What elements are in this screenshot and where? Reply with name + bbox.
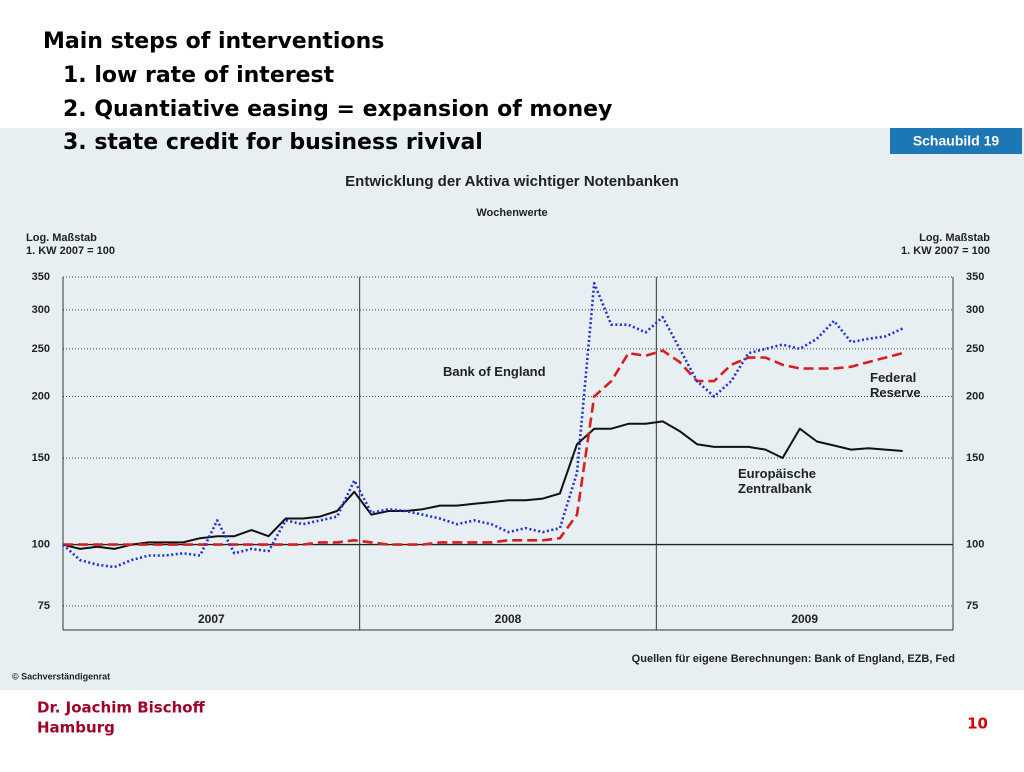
- y2-tick-label: 300: [966, 304, 984, 316]
- series-label: Europäische Zentralbank: [738, 466, 817, 496]
- series-line: [62, 420, 903, 550]
- x-tick-label: 2007: [198, 612, 225, 626]
- y2-tick-label: 250: [966, 343, 984, 355]
- footer: Hamburg: [37, 719, 115, 737]
- y2-label: Log. Maßstab: [919, 232, 990, 244]
- chart-subtitle: Wochenwerte: [476, 207, 547, 219]
- y-tick-label: 350: [32, 271, 50, 283]
- series-label-box: Europäische Zentralbank: [738, 466, 817, 496]
- y2-label: 1. KW 2007 = 100: [901, 245, 990, 257]
- series-label-box: Federal Reserve: [870, 370, 921, 400]
- y-label: Log. Maßstab: [26, 232, 97, 244]
- copyright: © Sachverständigenrat: [12, 671, 110, 681]
- x-tick-label: 2009: [791, 612, 818, 626]
- y-tick-label: 250: [32, 343, 50, 355]
- y-tick-label: 200: [32, 390, 50, 402]
- y2-tick-label: 150: [966, 452, 984, 464]
- series-label-box: Bank of England: [443, 364, 546, 379]
- page-number: 10: [967, 715, 988, 733]
- source: Quellen für eigene Berechnungen: Bank of…: [632, 653, 955, 665]
- item: 1. low rate of interest: [63, 63, 335, 88]
- y-label: 1. KW 2007 = 100: [26, 245, 115, 257]
- chart-title: Entwicklung der Aktiva wichtiger Notenba…: [345, 173, 679, 190]
- heading: Main steps of interventions: [43, 29, 384, 54]
- series-label: Federal Reserve: [870, 370, 921, 400]
- y2-tick-label: 100: [966, 538, 984, 550]
- y-tick-label: 75: [38, 600, 50, 612]
- x-tick-label: 2008: [495, 612, 522, 626]
- y-tick-label: 100: [32, 538, 50, 550]
- series-label: Bank of England: [443, 364, 546, 379]
- badge: Schaubild 19: [913, 133, 1000, 149]
- y-tick-label: 300: [32, 304, 50, 316]
- series-line: [62, 281, 904, 569]
- y2-tick-label: 75: [966, 600, 978, 612]
- y2-tick-label: 200: [966, 390, 984, 402]
- series-line: [63, 349, 903, 546]
- badge-box: [890, 128, 1022, 154]
- footer: Dr. Joachim Bischoff: [37, 699, 206, 717]
- y-tick-label: 150: [32, 452, 50, 464]
- y2-tick-label: 350: [966, 271, 984, 283]
- chart-panel: [0, 128, 1024, 690]
- item: 2. Quantiative easing = expansion of mon…: [63, 97, 612, 122]
- item: 3. state credit for business rivival: [63, 130, 483, 155]
